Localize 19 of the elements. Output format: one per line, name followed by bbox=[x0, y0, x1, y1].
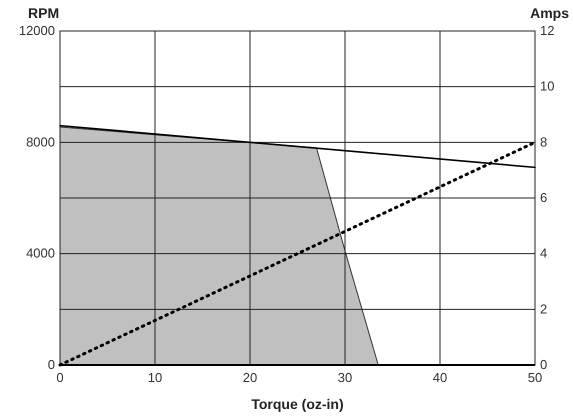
y2-tick-label: 0 bbox=[540, 357, 548, 372]
x-tick-label: 10 bbox=[148, 370, 162, 385]
y2-tick-label: 12 bbox=[540, 23, 554, 38]
x-axis-title: Torque (oz-in) bbox=[251, 396, 344, 412]
x-tick-label: 20 bbox=[242, 370, 258, 385]
x-tick-label: 50 bbox=[528, 370, 542, 385]
y-tick-label: 4000 bbox=[26, 246, 55, 261]
y2-tick-label: 2 bbox=[540, 301, 548, 316]
y2-tick-label: 4 bbox=[540, 246, 548, 261]
y-tick-label: 8000 bbox=[26, 134, 55, 150]
y-tick-label: 0 bbox=[48, 357, 55, 372]
x-tick-label: 40 bbox=[432, 370, 448, 385]
x-tick-label: 30 bbox=[338, 370, 352, 385]
y-axis-title: RPM bbox=[28, 5, 60, 21]
y2-axis-title: Amps bbox=[530, 5, 570, 21]
y-tick-label: 12000 bbox=[18, 23, 55, 38]
y2-tick-label: 10 bbox=[540, 78, 554, 94]
y2-tick-label: 6 bbox=[540, 190, 548, 205]
y2-tick-label: 8 bbox=[540, 134, 548, 150]
